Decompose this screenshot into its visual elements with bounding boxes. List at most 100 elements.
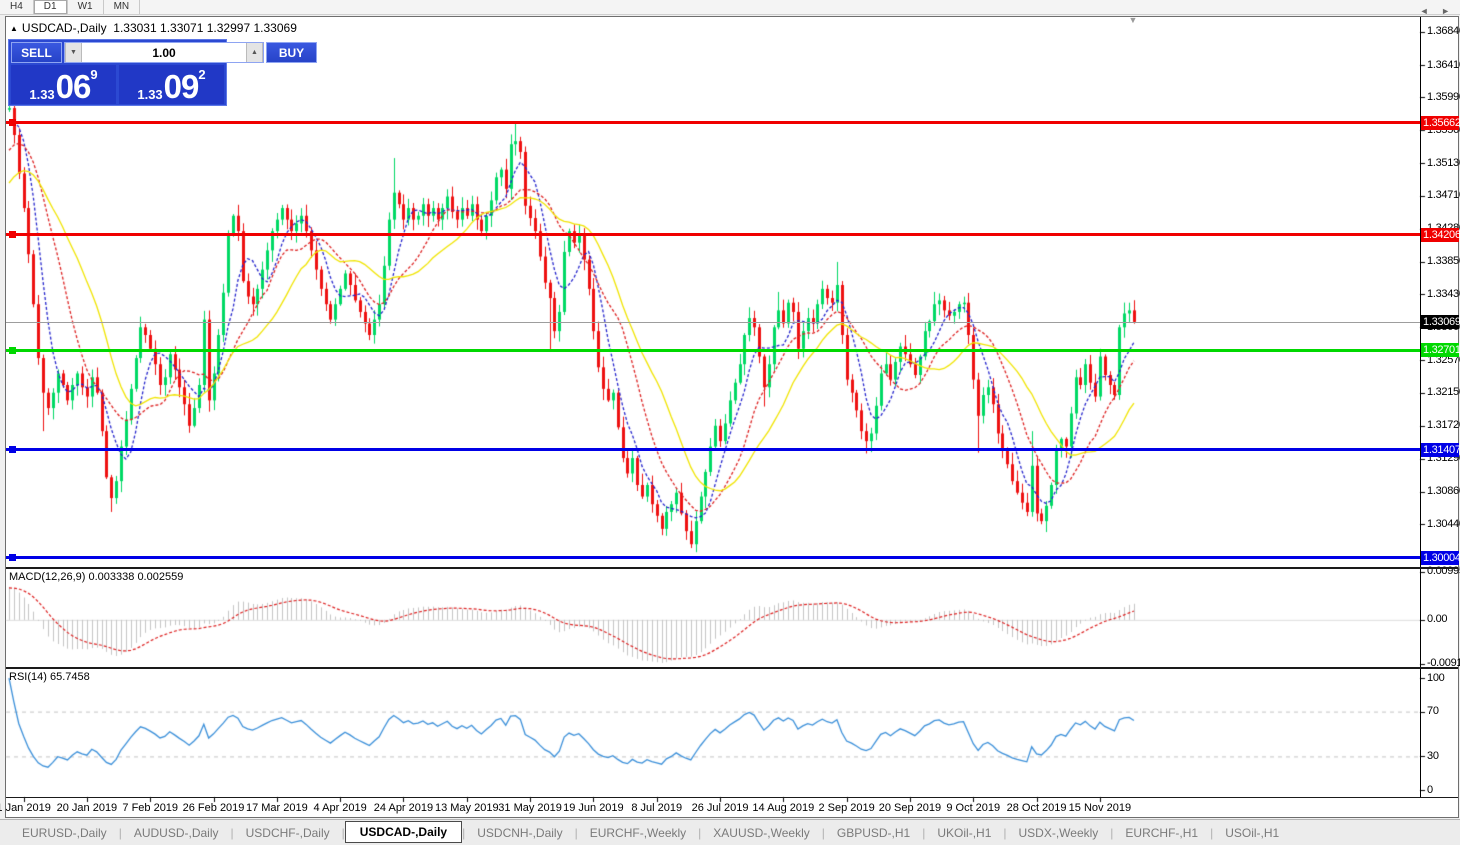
chart-tab-usoil-h1[interactable]: USOil-,H1: [1225, 825, 1280, 840]
date-axis-label: 31 May 2019: [498, 802, 562, 814]
sell-price-pipette: 9: [90, 67, 98, 82]
level-line-handle[interactable]: [9, 346, 16, 354]
date-axis-label: 24 Apr 2019: [373, 802, 434, 814]
buy-button[interactable]: BUY: [266, 42, 317, 63]
date-axis-label: 13 May 2019: [434, 802, 499, 814]
level-price-tag: 1.35662: [1421, 115, 1460, 130]
price-tick-label: 1.34710: [1427, 189, 1460, 202]
horizontal-level-line-1.34206[interactable]: [6, 231, 1420, 239]
tab-separator: |: [462, 825, 466, 840]
price-tick-label: 1.31720: [1427, 419, 1460, 432]
date-axis-label: 15 Nov 2019: [1068, 802, 1132, 814]
tab-scroll-controls: ◄ ►: [1410, 6, 1450, 16]
chart-tab-usdchf-daily[interactable]: USDCHF-,Daily: [245, 825, 330, 840]
volume-decrease-button[interactable]: ▼: [65, 43, 82, 62]
level-price-tag: 1.31407: [1421, 442, 1460, 457]
horizontal-level-line-1.31407[interactable]: [6, 446, 1420, 454]
tab-separator: |: [1110, 825, 1114, 840]
ohlc-close: 1.33069: [253, 21, 297, 35]
ohlc-info-line: ▲ USDCAD-,Daily 1.33031 1.33071 1.32997 1…: [10, 21, 297, 35]
date-axis-label: 28 Oct 2019: [1006, 802, 1067, 814]
chart-tab-ukoil-h1[interactable]: UKOil-,H1: [937, 825, 992, 840]
price-tick-label: 1.30860: [1427, 485, 1460, 498]
price-tick-label: 1.36840: [1427, 25, 1460, 38]
date-axis-label: 17 Mar 2019: [245, 802, 308, 814]
chevron-up-icon: ▲: [251, 49, 258, 56]
chart-tab-xauusd-weekly[interactable]: XAUUSD-,Weekly: [713, 825, 810, 840]
date-axis-label: 19 Jun 2019: [563, 802, 624, 814]
timeframe-button-mn[interactable]: MN: [104, 0, 141, 14]
date-axis-label: 7 Feb 2019: [122, 802, 179, 814]
volume-stepper: ▼ ▲: [64, 42, 264, 63]
rsi-pane-separator[interactable]: [6, 667, 1458, 669]
date-axis-label: 8 Jul 2019: [631, 802, 683, 814]
sell-price-base: 1.33: [29, 87, 55, 102]
timeframe-toolbar: H4 D1 W1 MN: [0, 0, 1460, 15]
price-tick-label: 1.33850: [1427, 255, 1460, 268]
volume-increase-button[interactable]: ▲: [246, 43, 263, 62]
level-line-handle[interactable]: [9, 554, 16, 562]
buy-price-big: 09: [163, 68, 200, 105]
date-axis-label: 20 Sep 2019: [878, 802, 942, 814]
chart-tab-eurusd-daily[interactable]: EURUSD-,Daily: [22, 825, 107, 840]
price-tick-label: 1.35990: [1427, 90, 1460, 103]
chart-tab-gbpusd-h1[interactable]: GBPUSD-,H1: [836, 825, 911, 840]
tab-separator: |: [922, 825, 926, 840]
chart-shift-marker-icon[interactable]: ▼: [1128, 15, 1138, 25]
tab-separator: |: [821, 825, 825, 840]
level-price-tag: 1.32701: [1421, 343, 1460, 358]
ohlc-open: 1.33031: [113, 21, 157, 35]
date-axis-label: 4 Apr 2019: [313, 802, 367, 814]
buy-price-base: 1.33: [137, 87, 163, 102]
tab-separator: |: [1003, 825, 1007, 840]
date-axis-label: 20 Jan 2019: [56, 802, 118, 814]
ohlc-low: 1.32997: [206, 21, 251, 35]
tab-separator: |: [341, 825, 345, 840]
level-line-handle[interactable]: [9, 231, 16, 239]
timeframe-button-w1[interactable]: W1: [68, 0, 104, 14]
ohlc-high: 1.33071: [160, 21, 204, 35]
chart-tab-usdcnh-daily[interactable]: USDCNH-,Daily: [477, 825, 563, 840]
chart-bottom-border: [6, 797, 1458, 798]
price-tick-label: 1.33430: [1427, 287, 1460, 300]
tab-separator: |: [1210, 825, 1214, 840]
tab-separator: |: [574, 825, 578, 840]
sell-button[interactable]: SELL: [11, 42, 62, 63]
timeframe-button-d1[interactable]: D1: [33, 0, 68, 14]
sell-price-display[interactable]: 1.33 06 9: [11, 65, 116, 104]
price-tick-label: 1.32150: [1427, 386, 1460, 399]
volume-input[interactable]: [82, 43, 246, 62]
timeframe-button-h4[interactable]: H4: [0, 0, 34, 14]
symbol-tab-bar: EURUSD-,Daily | AUDUSD-,Daily | USDCHF-,Dail…: [0, 819, 1460, 845]
price-tick-label: 1.35130: [1427, 156, 1460, 169]
level-line-handle[interactable]: [9, 119, 16, 127]
chart-tab-audusd-daily[interactable]: AUDUSD-,Daily: [133, 825, 219, 840]
chevron-down-icon: ▼: [70, 49, 77, 56]
buy-price-display[interactable]: 1.33 09 2: [119, 65, 224, 104]
macd-scale-bottom: -0.009186: [1427, 657, 1460, 669]
date-axis-label: 26 Feb 2019: [182, 802, 245, 814]
price-axis-separator: [1420, 17, 1421, 797]
tab-separator: |: [698, 825, 702, 840]
current-price-line: [6, 322, 1420, 323]
horizontal-level-line-1.30004[interactable]: [6, 554, 1420, 562]
macd-pane-separator[interactable]: [6, 567, 1458, 569]
symbol-name: USDCAD-,Daily: [21, 21, 107, 35]
date-axis-label: 2 Sep 2019: [818, 802, 875, 814]
horizontal-level-line-1.35662[interactable]: [6, 119, 1420, 127]
chart-tab-eurchf-h1[interactable]: EURCHF-,H1: [1125, 825, 1199, 840]
sell-price-big: 06: [55, 68, 92, 105]
macd-indicator-label: MACD(12,26,9) 0.003338 0.002559: [9, 571, 184, 583]
date-axis-label: 1 Jan 2019: [0, 802, 51, 814]
scroll-tabs-right-button[interactable]: ►: [1441, 6, 1450, 16]
horizontal-level-line-1.32701[interactable]: [6, 346, 1420, 354]
chart-tab-eurchf-weekly[interactable]: EURCHF-,Weekly: [589, 825, 687, 840]
chart-tab-usdcad-daily[interactable]: USDCAD-,Daily: [344, 820, 463, 843]
chart-tab-usdx-weekly[interactable]: USDX-,Weekly: [1018, 825, 1099, 840]
scroll-tabs-left-button[interactable]: ◄: [1419, 6, 1429, 16]
level-line-handle[interactable]: [9, 446, 16, 454]
date-axis-label: 9 Oct 2019: [946, 802, 1001, 814]
rsi-scale-bottom: 0: [1427, 783, 1433, 796]
